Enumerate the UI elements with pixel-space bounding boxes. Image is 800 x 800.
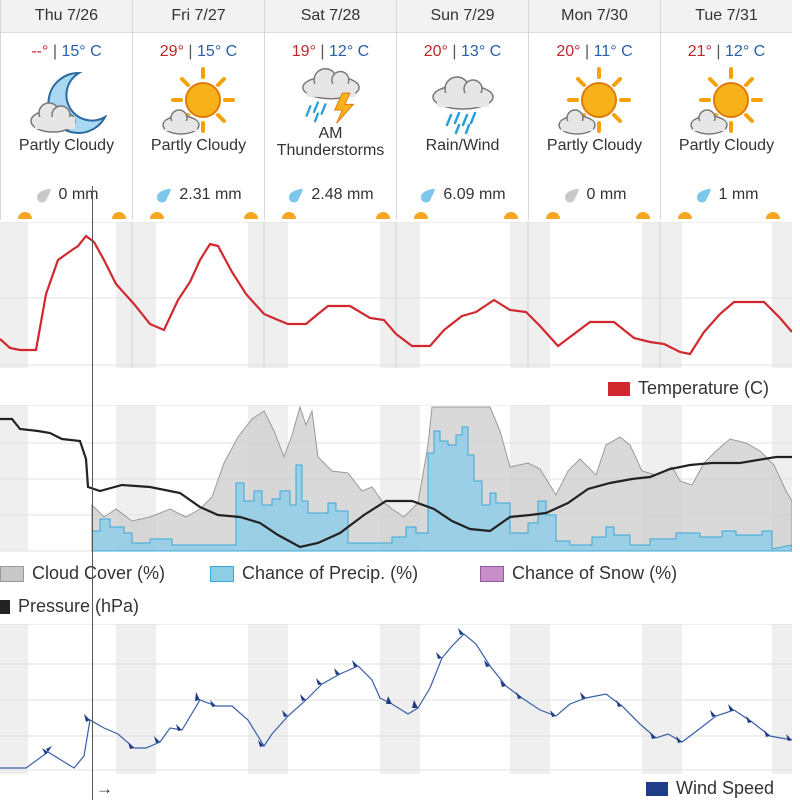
wind-speed-chart	[0, 624, 792, 774]
pressure-swatch	[0, 599, 10, 614]
sun-cloud-icon	[161, 67, 235, 135]
condition-text: AM Thunderstorms	[276, 125, 385, 159]
day-label: Sat 7/28	[265, 0, 396, 33]
rain-cloud-icon	[431, 76, 494, 135]
legend-wind-speed[interactable]: Wind Speed	[646, 778, 774, 799]
precip-amount: 2.48 mm	[265, 186, 396, 204]
condition-text: Partly Cloudy	[150, 137, 247, 154]
low-temp: 12° C	[329, 43, 370, 60]
day-card[interactable]: Mon 7/30 20° | 11° C Partly Cloudy 0 mm	[528, 0, 660, 220]
wind-direction-markers	[42, 628, 792, 754]
night-bands	[0, 624, 792, 774]
condition-text: Rain/Wind	[425, 137, 500, 154]
day-label: Tue 7/31	[661, 0, 792, 33]
raindrop-icon	[696, 188, 711, 203]
sun-cloud-icon	[557, 67, 631, 135]
day-label: Fri 7/27	[133, 0, 264, 33]
high-temp: 19°	[291, 43, 316, 60]
low-temp: 13° C	[461, 43, 502, 60]
raindrop-icon	[289, 188, 304, 203]
day-temps: 29° | 15° C	[159, 43, 238, 60]
moon-cloud-icon	[29, 71, 107, 134]
thunderstorm-icon	[301, 68, 360, 124]
low-temp: 15° C	[197, 43, 238, 60]
legend-chance-precip[interactable]: Chance of Precip. (%)	[210, 563, 418, 584]
high-temp: 20°	[423, 43, 448, 60]
day-temps: --° | 15° C	[31, 43, 102, 60]
raindrop-icon	[157, 188, 172, 203]
high-temp: --°	[31, 43, 49, 60]
legend-cloud-cover[interactable]: Cloud Cover (%)	[0, 563, 165, 584]
low-temp: 12° C	[725, 43, 766, 60]
cloud-precip-pressure-chart: 1 1 1 1 9	[0, 405, 792, 552]
cursor-arrow: →	[96, 779, 113, 798]
high-temp: 29°	[159, 43, 184, 60]
day-temps: 20° | 11° C	[556, 43, 633, 60]
day-label: Sun 7/29	[397, 0, 528, 33]
day-card[interactable]: Sun 7/29 20° | 13° C Rain/Wind 6.09 mm	[396, 0, 528, 220]
forecast-days: Thu 7/26 --° | 15° C Partly Cloudy 0 mm …	[0, 0, 792, 220]
sun-cloud-icon	[689, 67, 763, 135]
legend-pressure[interactable]: Pressure (hPa)	[0, 596, 139, 617]
condition-text: Partly Cloudy	[678, 137, 775, 154]
day-card[interactable]: Tue 7/31 21° | 12° C Partly Cloudy 1 mm	[660, 0, 792, 220]
temperature-series-line	[0, 234, 792, 356]
high-temp: 21°	[687, 43, 712, 60]
pressure-series-line	[0, 417, 792, 549]
cloud-swatch	[0, 565, 24, 582]
day-temps: 20° | 13° C	[423, 43, 502, 60]
day-temps: 21° | 12° C	[687, 43, 766, 60]
condition-text: Partly Cloudy	[546, 137, 643, 154]
sunrise-sunset-markers	[18, 212, 780, 219]
day-card[interactable]: Fri 7/27 29° | 15° C Partly Cloudy 2.31 …	[132, 0, 264, 220]
precip-amount: 2.31 mm	[133, 186, 264, 204]
raindrop-icon	[564, 188, 579, 203]
snow-swatch	[480, 565, 504, 582]
day-temps: 19° | 12° C	[291, 43, 370, 60]
temperature-swatch	[608, 381, 630, 396]
day-card[interactable]: Sat 7/28 19° | 12° C AM Thunderstorms 2.…	[264, 0, 396, 220]
temperature-chart	[0, 222, 792, 368]
precip-amount: 6.09 mm	[397, 186, 528, 204]
low-temp: 11° C	[593, 43, 633, 60]
condition-text: Partly Cloudy	[18, 137, 115, 154]
precip-amount: 0 mm	[529, 186, 660, 204]
legend-chance-snow[interactable]: Chance of Snow (%)	[480, 563, 677, 584]
raindrop-icon	[421, 188, 436, 203]
current-time-cursor[interactable]	[92, 186, 93, 800]
precip-amount: 1 mm	[661, 186, 792, 204]
day-label: Thu 7/26	[1, 0, 132, 33]
night-bands	[0, 222, 792, 368]
precip-swatch	[210, 565, 234, 582]
chance-of-precip-area	[91, 426, 792, 552]
wind-swatch	[646, 781, 668, 796]
precip-amount: 0 mm	[1, 186, 132, 204]
day-card[interactable]: Thu 7/26 --° | 15° C Partly Cloudy 0 mm	[0, 0, 132, 220]
legend-temperature[interactable]: Temperature (C)	[608, 378, 769, 399]
high-temp: 20°	[556, 43, 581, 60]
low-temp: 15° C	[61, 43, 102, 60]
day-label: Mon 7/30	[529, 0, 660, 33]
raindrop-icon	[36, 188, 51, 203]
